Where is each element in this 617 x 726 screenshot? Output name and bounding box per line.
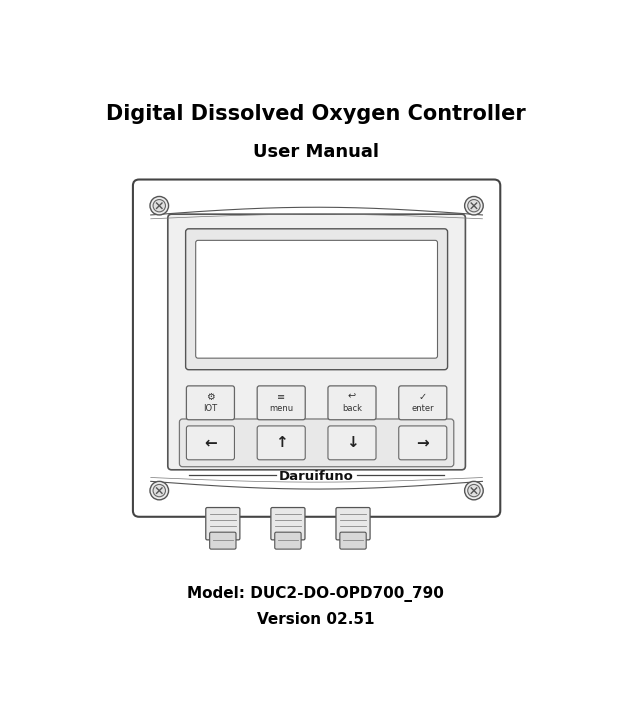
FancyBboxPatch shape: [210, 532, 236, 549]
FancyBboxPatch shape: [328, 386, 376, 420]
FancyBboxPatch shape: [328, 426, 376, 460]
FancyBboxPatch shape: [186, 426, 234, 460]
Text: Model: DUC2-DO-OPD700_790: Model: DUC2-DO-OPD700_790: [188, 586, 444, 602]
Text: ⚙: ⚙: [206, 391, 215, 401]
Text: ↑: ↑: [275, 436, 288, 450]
Text: back: back: [342, 404, 362, 414]
FancyBboxPatch shape: [186, 386, 234, 420]
Text: Version 02.51: Version 02.51: [257, 612, 375, 627]
Text: ↩: ↩: [348, 391, 356, 401]
Circle shape: [468, 200, 480, 212]
FancyBboxPatch shape: [271, 507, 305, 540]
FancyBboxPatch shape: [257, 386, 305, 420]
Circle shape: [468, 484, 480, 497]
Text: enter: enter: [412, 404, 434, 414]
Text: ✓: ✓: [419, 391, 427, 401]
FancyBboxPatch shape: [206, 507, 240, 540]
Text: ↓: ↓: [346, 436, 358, 450]
FancyBboxPatch shape: [336, 507, 370, 540]
Text: Digital Dissolved Oxygen Controller: Digital Dissolved Oxygen Controller: [106, 104, 526, 124]
FancyBboxPatch shape: [168, 214, 465, 470]
Text: Daruifuno: Daruifuno: [279, 470, 354, 483]
FancyBboxPatch shape: [180, 419, 453, 467]
FancyBboxPatch shape: [257, 426, 305, 460]
Circle shape: [150, 481, 168, 499]
FancyBboxPatch shape: [399, 426, 447, 460]
Text: →: →: [416, 436, 429, 450]
Circle shape: [153, 484, 165, 497]
Text: ≡: ≡: [277, 391, 285, 401]
FancyBboxPatch shape: [275, 532, 301, 549]
Circle shape: [465, 481, 483, 499]
Circle shape: [465, 197, 483, 215]
FancyBboxPatch shape: [399, 386, 447, 420]
FancyBboxPatch shape: [186, 229, 447, 370]
Circle shape: [153, 200, 165, 212]
FancyBboxPatch shape: [196, 240, 437, 358]
Text: menu: menu: [269, 404, 293, 414]
Text: IOT: IOT: [204, 404, 217, 414]
Text: User Manual: User Manual: [253, 142, 379, 160]
Circle shape: [150, 197, 168, 215]
FancyBboxPatch shape: [340, 532, 366, 549]
Text: ←: ←: [204, 436, 217, 450]
FancyBboxPatch shape: [133, 179, 500, 517]
